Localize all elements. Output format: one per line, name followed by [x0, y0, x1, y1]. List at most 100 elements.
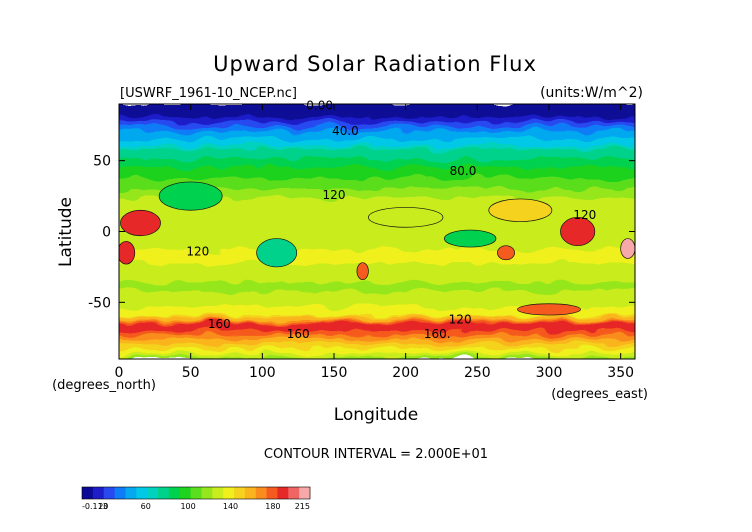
flux-band [119, 152, 635, 159]
flux-band [119, 159, 635, 166]
colorbar-swatch [266, 487, 278, 499]
flux-region [119, 241, 136, 265]
x-tick-label: 100 [249, 365, 276, 381]
colorbar-swatch [234, 487, 246, 499]
flux-band [119, 336, 635, 342]
flux-band [119, 119, 635, 124]
source-label: [USWRF_1961-10_NCEP.nc] [120, 86, 297, 101]
flux-band [119, 107, 635, 113]
flux-band [119, 296, 635, 304]
colorbar-tick-label: 140 [223, 502, 238, 511]
x-tick-label: 350 [607, 365, 634, 381]
flux-band [119, 166, 635, 173]
colorbar-swatch [190, 487, 202, 499]
contour-label: 80.0 [450, 164, 477, 178]
flux-band [119, 145, 635, 152]
flux-band [119, 277, 635, 285]
chart-title: Upward Solar Radiation Flux [213, 52, 537, 76]
contour-label: 40.0 [332, 124, 359, 138]
flux-band [119, 131, 635, 137]
flux-band [119, 192, 635, 200]
flux-band [119, 258, 635, 266]
colorbar [81, 486, 311, 500]
flux-band [119, 221, 635, 228]
flux-region [158, 181, 223, 211]
colorbar-swatch [223, 487, 235, 499]
contour-label: 160 [208, 317, 231, 331]
flux-band [119, 225, 635, 233]
x-unit-label: (degrees_east) [551, 387, 648, 402]
colorbar-tick-label: 60 [141, 502, 151, 511]
flux-band [119, 124, 635, 129]
flux-band [119, 128, 635, 134]
flux-band [119, 206, 635, 214]
colorbar-swatch [201, 487, 213, 499]
flux-band [119, 126, 635, 131]
contour-label: 120 [323, 188, 346, 202]
colorbar-swatch [92, 487, 105, 499]
contour-label: 0.00 [306, 99, 333, 113]
flux-band [119, 235, 635, 242]
flux-band [119, 117, 635, 122]
contour-label: 120 [186, 245, 209, 259]
flux-region [356, 262, 369, 281]
flux-band [119, 346, 635, 351]
colorbar-swatch [244, 487, 257, 499]
colorbar-tick-label: 180 [265, 502, 280, 511]
flux-band [119, 173, 635, 181]
units-label: (units:W/m^2) [540, 85, 643, 101]
flux-band [119, 163, 635, 169]
y-axis-ticks: 50 0 -50 [88, 154, 635, 311]
colorbar-swatch [212, 487, 224, 499]
flux-band [119, 188, 635, 195]
contour-label: 160 [287, 327, 310, 341]
y-tick-label: -50 [88, 295, 111, 311]
flux-band [119, 170, 635, 176]
flux-band [119, 202, 635, 209]
contour-label: 120 [573, 208, 596, 222]
colorbar-tick-label: 215 [295, 502, 310, 511]
colorbar-swatch [158, 487, 170, 499]
colorbar-tick-label: 20 [98, 502, 108, 511]
x-tick-label: 150 [321, 365, 348, 381]
y-unit-label: (degrees_north) [52, 378, 156, 393]
flux-band [119, 141, 635, 148]
flux-band [119, 114, 635, 120]
colorbar-swatch [147, 487, 159, 499]
flux-band [119, 273, 635, 280]
flux-region [497, 245, 515, 261]
colorbar-swatch [103, 487, 116, 499]
x-axis-ticks: 0 50 100 150 200 250 300 350 [115, 104, 634, 381]
flux-band [119, 244, 635, 252]
flux-band [119, 341, 635, 346]
contour-label: 120 [449, 313, 472, 327]
flux-band [119, 249, 635, 257]
flux-region [444, 229, 497, 248]
flux-band [119, 339, 635, 344]
colorbar-tick-label: -0.113 [82, 502, 108, 511]
flux-band [119, 310, 635, 318]
colorbar-swatch [288, 487, 300, 499]
contour-label: 160. [424, 327, 451, 341]
flux-band [119, 287, 635, 294]
colorbar-swatch [136, 487, 148, 499]
colorbar-swatch [82, 487, 94, 499]
flux-band [119, 121, 635, 127]
y-tick-label: 50 [93, 154, 111, 170]
y-tick-label: 0 [102, 225, 111, 241]
flux-band [119, 197, 635, 205]
colorbar-tick-label: 100 [180, 502, 195, 511]
flux-region [560, 216, 596, 247]
flux-band [119, 306, 635, 313]
flux-band [119, 156, 635, 162]
x-tick-label: 250 [464, 365, 491, 381]
x-tick-label: 200 [392, 365, 419, 381]
colorbar-frame [81, 486, 311, 500]
flux-band [119, 254, 635, 261]
flux-band [119, 230, 635, 238]
flux-band [119, 138, 635, 144]
flux-region [120, 209, 161, 237]
flux-band [119, 149, 635, 155]
